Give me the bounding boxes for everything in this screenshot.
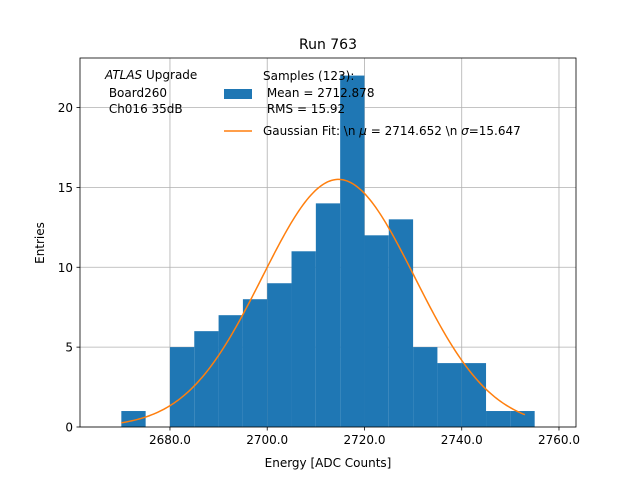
histogram-bar bbox=[486, 411, 511, 427]
x-tick-label: 2760.0 bbox=[538, 433, 580, 447]
y-tick-label: 20 bbox=[58, 101, 73, 115]
histogram-bar bbox=[291, 251, 316, 427]
histogram-bar bbox=[510, 411, 535, 427]
histogram-bar bbox=[242, 299, 268, 427]
legend-samples-patch bbox=[224, 89, 252, 99]
histogram-bar bbox=[218, 315, 243, 427]
y-tick-label: 5 bbox=[65, 341, 73, 355]
x-tick-label: 2740.0 bbox=[441, 433, 483, 447]
atlas-upgrade-text: Upgrade bbox=[142, 68, 197, 82]
histogram-bar bbox=[267, 283, 292, 427]
histogram-bar bbox=[121, 411, 146, 427]
x-tick-label: 2720.0 bbox=[343, 433, 385, 447]
legend-fit-sigma-text: =15.647 bbox=[469, 124, 521, 138]
gaussian-fit-line bbox=[121, 178, 526, 424]
y-axis-ticks: 0 5 10 15 20 bbox=[58, 101, 80, 435]
chart-title: Run 763 bbox=[299, 37, 357, 53]
legend-fit-prefix: Gaussian Fit: \n bbox=[263, 124, 359, 138]
histogram-bar bbox=[364, 235, 389, 427]
atlas-annotation-line-3: Ch016 35dB bbox=[105, 102, 183, 116]
legend-fit-label: Gaussian Fit: \n μ = 2714.652 \n σ=15.64… bbox=[263, 124, 521, 138]
legend-samples-line-1: Samples (123): bbox=[263, 69, 354, 83]
x-tick-label: 2680.0 bbox=[149, 433, 191, 447]
x-axis-ticks: 2680.0 2700.0 2720.0 2740.0 2760.0 bbox=[149, 427, 580, 447]
x-axis-label: Energy [ADC Counts] bbox=[265, 456, 392, 470]
histogram-bar bbox=[437, 363, 462, 427]
y-tick-label: 0 bbox=[65, 421, 73, 435]
legend-samples-line-3: RMS = 15.92 bbox=[263, 102, 345, 116]
atlas-annotation-line-1: ATLAS Upgrade bbox=[104, 68, 197, 82]
histogram-bar bbox=[340, 75, 365, 428]
histogram-bar bbox=[315, 203, 341, 427]
y-axis-label: Entries bbox=[33, 222, 47, 264]
x-tick-label: 2700.0 bbox=[246, 433, 288, 447]
y-tick-label: 10 bbox=[58, 261, 73, 275]
legend-fit-mu-symbol: μ bbox=[358, 124, 367, 138]
y-tick-label: 15 bbox=[58, 181, 73, 195]
legend-samples-line-2: Mean = 2712.878 bbox=[263, 86, 374, 100]
atlas-italic: ATLAS bbox=[104, 68, 143, 82]
histogram-bar bbox=[169, 347, 195, 427]
histogram-bar bbox=[388, 219, 414, 427]
histogram-bar bbox=[413, 347, 438, 427]
histogram-bar bbox=[194, 331, 219, 427]
legend-fit-mu-text: = 2714.652 \n bbox=[367, 124, 461, 138]
plot-frame bbox=[79, 57, 577, 428]
atlas-annotation-line-2: Board260 bbox=[105, 86, 167, 100]
histogram-bars bbox=[121, 75, 535, 428]
histogram-bar bbox=[461, 363, 487, 427]
legend-fit-sigma-symbol: σ bbox=[461, 124, 469, 138]
